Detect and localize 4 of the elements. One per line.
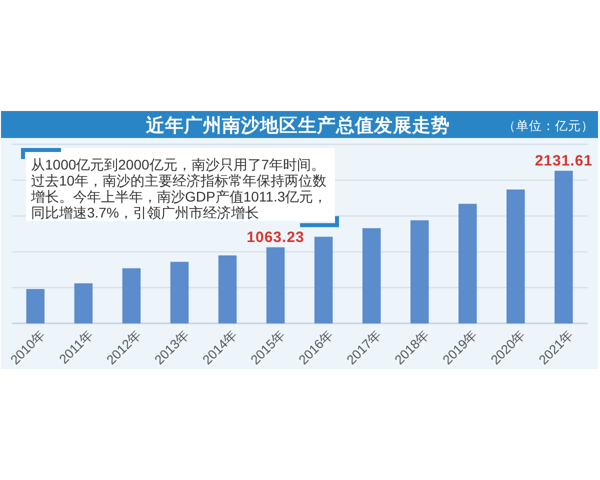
note: 从1000亿元到2000亿元，南沙只用了7年时间。过去10年，南沙的主要经济指标常年保持两位数增长。今年上半年，南沙GDP产值1011.3亿元，同比增速3.7%，引领广州市经济增长: [26, 148, 335, 222]
subtitle: （单位：亿元）: [503, 119, 594, 133]
annotation: 从1000亿元到2000亿元，南沙只用了7年时间。过去10年，南沙的主要经济指标常年保持两位数增长。今年上半年，南沙GDP产值1011.3亿元，同比增速3.7%，引领广州市经济增长: [30, 156, 328, 221]
title: 近年广州南沙地区生产总值发展走势: [146, 114, 450, 136]
